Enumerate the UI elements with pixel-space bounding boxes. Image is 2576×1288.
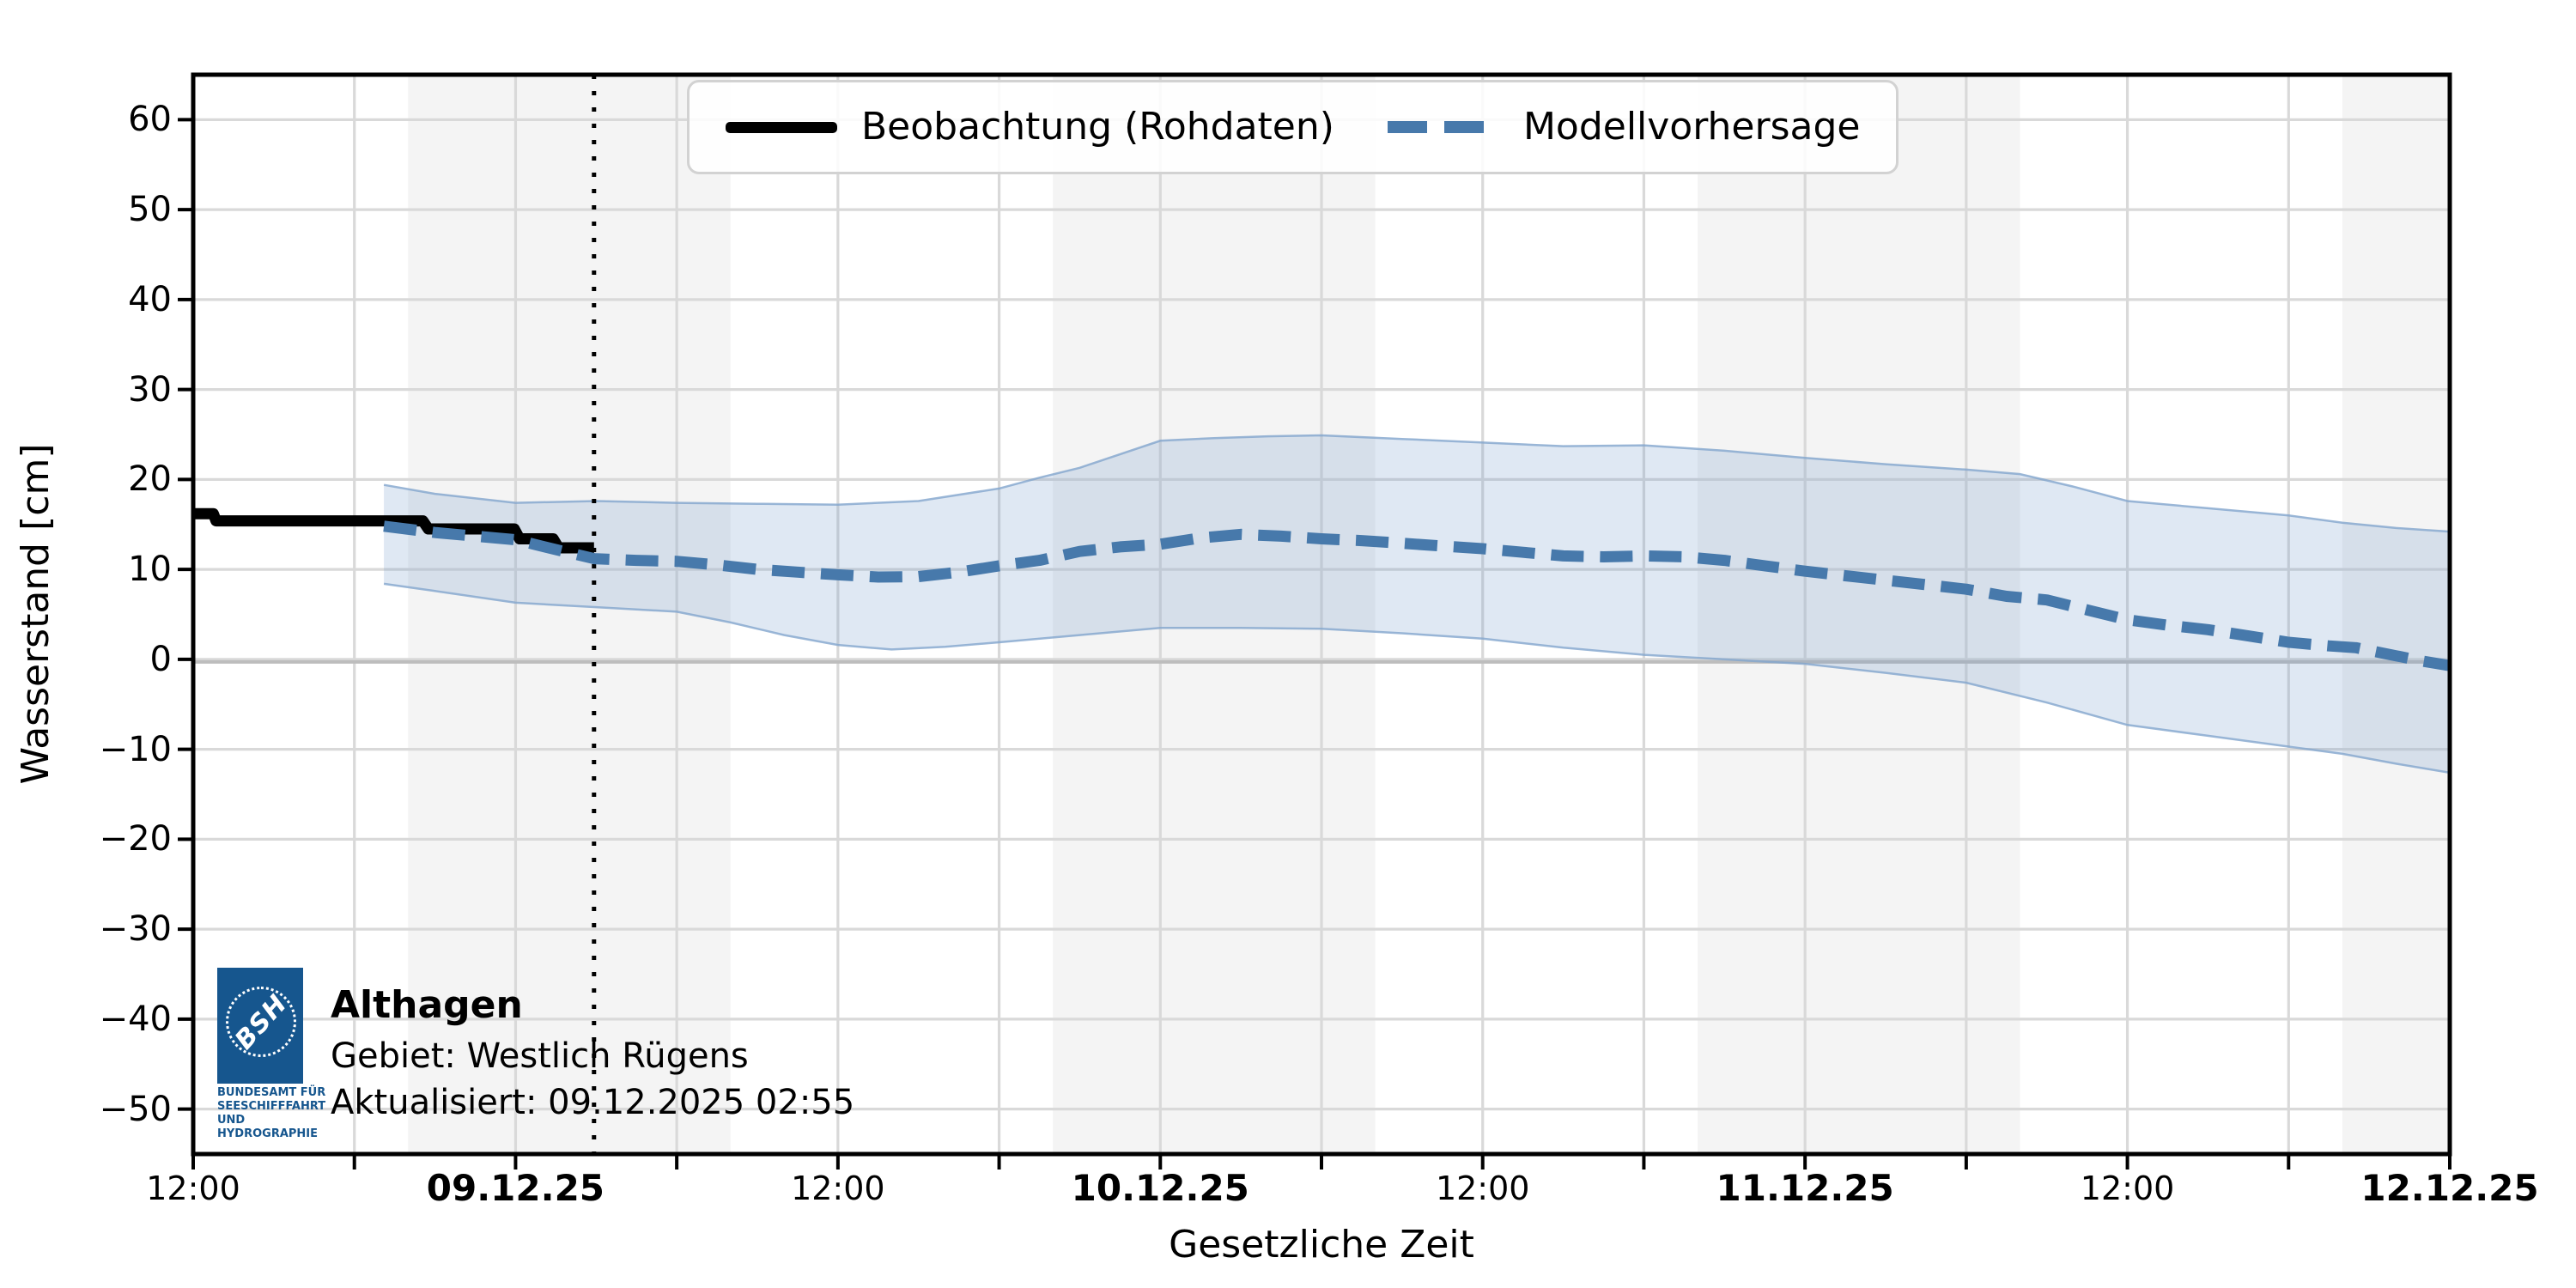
station-area: Gebiet: Westlich Rügens (331, 1036, 749, 1076)
band-lower-edge (383, 582, 2451, 775)
x-tick-label: 12.12.25 (2360, 1167, 2539, 1209)
legend-item-forecast: Modellvorhersage (1387, 105, 1861, 149)
x-tick-label: 10.12.25 (1071, 1167, 1249, 1209)
legend-label-observation: Beobachtung (Rohdaten) (861, 105, 1334, 149)
forecast-line-sample (1387, 121, 1499, 133)
x-tick-label: 09.12.25 (426, 1167, 605, 1209)
night-shading-band (2342, 75, 2450, 1154)
bsh-org-name: BUNDESAMT FÜR SEESCHIFFFAHRT UND HYDROGR… (217, 1086, 389, 1141)
y-axis-title: Wasserstand [cm] (14, 443, 58, 785)
forecast-line (383, 520, 2451, 671)
legend-item-observation: Beobachtung (Rohdaten) (726, 108, 1334, 146)
x-tick-label: 12:00 (2080, 1170, 2175, 1207)
y-tick-label: −20 (99, 819, 172, 860)
org-line: SEESCHIFFFAHRT (217, 1100, 326, 1113)
org-line: HYDROGRAPHIE (217, 1127, 319, 1140)
y-tick-label: 60 (128, 100, 172, 140)
x-tick-label: 12:00 (1435, 1170, 1530, 1207)
station-name: Althagen (331, 983, 523, 1027)
y-tick-label: −50 (99, 1089, 172, 1129)
observation-line-sample (726, 121, 837, 133)
bsh-logo: BSH (217, 968, 303, 1084)
y-tick-label: 40 (128, 279, 172, 319)
y-tick-label: −10 (99, 729, 172, 769)
x-tick-label: 12:00 (791, 1170, 885, 1207)
x-axis-title: Gesetzliche Zeit (1169, 1223, 1474, 1267)
y-tick-label: 30 (128, 369, 172, 410)
y-tick-label: 10 (128, 550, 172, 590)
y-tick-label: 50 (128, 190, 172, 230)
forecast-uncertainty-band (384, 435, 2450, 773)
legend: Beobachtung (Rohdaten) Modellvorhersage (687, 80, 1899, 174)
x-tick-label: 11.12.25 (1716, 1167, 1894, 1209)
station-updated: Aktualisiert: 09.12.2025 02:55 (331, 1083, 855, 1122)
legend-label-forecast: Modellvorhersage (1522, 105, 1861, 149)
bsh-acronym: BSH (228, 988, 294, 1055)
observation-line (193, 507, 594, 554)
x-tick-label: 12:00 (146, 1170, 240, 1207)
y-tick-label: 20 (128, 459, 172, 500)
y-tick-label: −30 (99, 909, 172, 950)
org-line: BUNDESAMT FÜR (217, 1086, 326, 1099)
bsh-logo-circle-icon: BSH (226, 987, 296, 1057)
y-tick-label: 0 (149, 639, 172, 679)
org-line: UND (217, 1114, 246, 1127)
y-tick-label: −40 (99, 999, 172, 1039)
band-upper-edge (383, 434, 2451, 533)
